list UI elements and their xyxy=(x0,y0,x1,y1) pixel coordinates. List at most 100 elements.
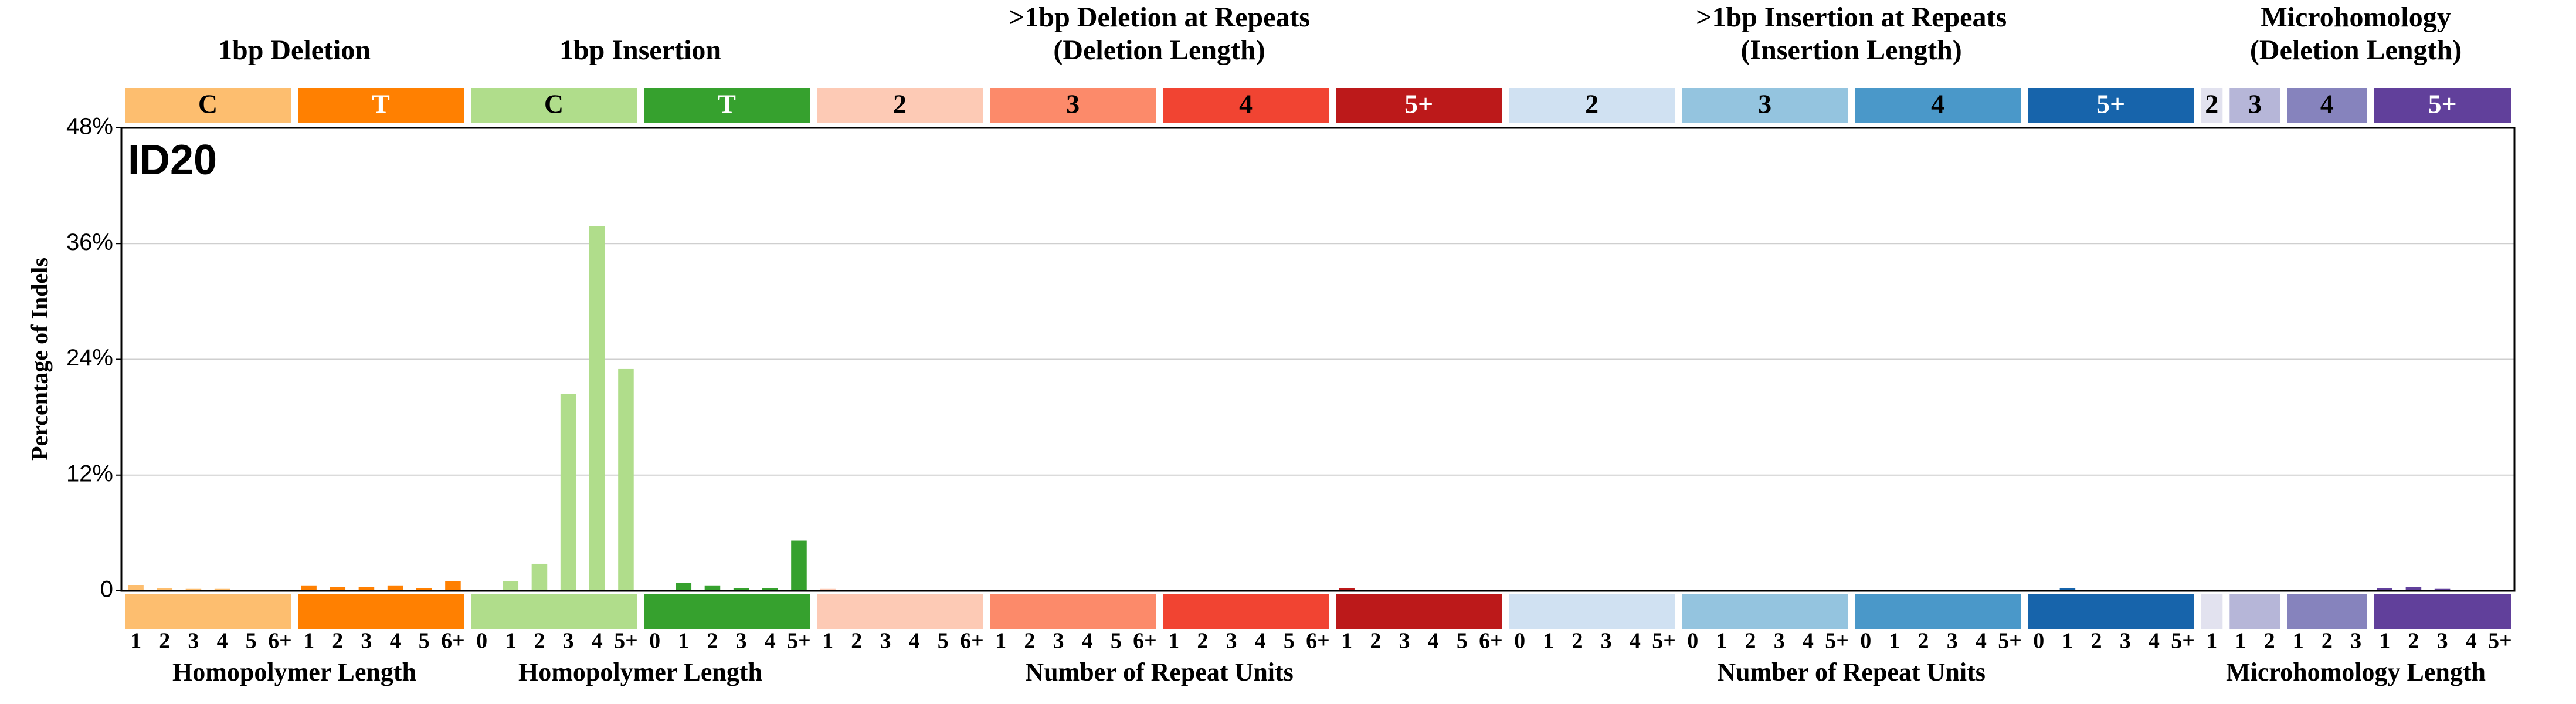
group-label: 4 xyxy=(1931,89,1944,119)
x-tick-label: 6+ xyxy=(268,629,292,654)
x-tick-label: 1 xyxy=(2206,629,2217,654)
x-tick-label: 2 xyxy=(1918,629,1929,654)
x-tick-label: 2 xyxy=(1024,629,1035,654)
x-tick-label: 5 xyxy=(938,629,949,654)
x-tick-label: 0 xyxy=(476,629,487,654)
bar xyxy=(676,583,692,591)
group-label: T xyxy=(372,89,390,119)
x-tick-label: 3 xyxy=(1399,629,1410,654)
x-tick-label: 3 xyxy=(2437,629,2448,654)
x-tick-label: 3 xyxy=(361,629,372,654)
bar xyxy=(820,588,836,591)
group-box-bottom xyxy=(125,594,291,629)
x-tick-label: 1 xyxy=(2379,629,2390,654)
x-tick-label: 2 xyxy=(1745,629,1756,654)
x-tick-label: 3 xyxy=(880,629,891,654)
group-label: 2 xyxy=(1585,89,1598,119)
x-tick-label: 6+ xyxy=(1133,629,1157,654)
bar xyxy=(791,540,807,591)
plot-frame xyxy=(120,127,2516,592)
group-label: 5+ xyxy=(1404,89,1433,119)
x-tick-label: 4 xyxy=(2466,629,2477,654)
bar xyxy=(157,588,173,591)
x-tick-label: 2 xyxy=(1370,629,1381,654)
x-tick-label: 5+ xyxy=(1998,629,2022,654)
x-tick-label: 3 xyxy=(1601,629,1612,654)
group-label: 5+ xyxy=(2428,89,2456,119)
group-label: 5+ xyxy=(2096,89,2125,119)
x-tick-label: 2 xyxy=(2091,629,2102,654)
x-tick-label: 5+ xyxy=(787,629,811,654)
group-box-bottom xyxy=(2374,594,2511,629)
group-box-bottom xyxy=(644,594,810,629)
bar xyxy=(445,581,461,591)
group-label: 4 xyxy=(1239,89,1253,119)
group-box-top xyxy=(1336,88,1502,123)
section-title: 1bp Deletion xyxy=(218,35,371,66)
bar xyxy=(503,581,519,591)
x-tick-label: 1 xyxy=(130,629,141,654)
x-tick-label: 1 xyxy=(822,629,833,654)
group-box-bottom xyxy=(1336,594,1502,629)
x-tick-label: 4 xyxy=(217,629,228,654)
x-tick-label: 0 xyxy=(1860,629,1871,654)
group-box-bottom xyxy=(1163,594,1329,629)
group-box-bottom xyxy=(1509,594,1675,629)
x-tick-label: 3 xyxy=(1053,629,1064,654)
group-box-top xyxy=(1855,88,2021,123)
group-box-bottom xyxy=(298,594,464,629)
bar xyxy=(387,585,403,591)
x-tick-label: 4 xyxy=(1803,629,1814,654)
y-tick-label: 24% xyxy=(66,345,113,371)
x-tick-label: 3 xyxy=(1947,629,1958,654)
bar xyxy=(1339,588,1355,591)
bar xyxy=(2405,587,2422,591)
bar xyxy=(733,588,749,591)
section-x-label: Homopolymer Length xyxy=(172,658,416,686)
group-box-top xyxy=(1682,88,1848,123)
group-box-top xyxy=(2229,88,2280,123)
x-tick-label: 1 xyxy=(1341,629,1352,654)
bar xyxy=(416,588,432,591)
x-tick-label: 4 xyxy=(390,629,401,654)
x-tick-label: 5+ xyxy=(614,629,638,654)
x-tick-label: 1 xyxy=(1543,629,1554,654)
group-label: 3 xyxy=(1066,89,1080,119)
group-box-top xyxy=(298,88,464,123)
bar xyxy=(560,394,576,591)
x-tick-label: 2 xyxy=(1197,629,1208,654)
bar xyxy=(531,563,548,591)
group-box-bottom xyxy=(817,594,983,629)
x-tick-label: 5 xyxy=(246,629,257,654)
group-box-top xyxy=(1509,88,1675,123)
x-tick-label: 5+ xyxy=(2488,629,2512,654)
section-title: 1bp Insertion xyxy=(559,35,721,66)
x-tick-label: 1 xyxy=(2293,629,2304,654)
bar xyxy=(704,585,721,591)
x-tick-label: 6+ xyxy=(960,629,984,654)
group-box-bottom xyxy=(2287,594,2367,629)
x-tick-label: 4 xyxy=(765,629,776,654)
group-label: T xyxy=(718,89,736,119)
x-tick-label: 1 xyxy=(995,629,1006,654)
group-box-bottom xyxy=(2028,594,2194,629)
x-tick-label: 5 xyxy=(419,629,430,654)
group-box-top xyxy=(2374,88,2511,123)
x-tick-label: 4 xyxy=(1082,629,1093,654)
x-tick-label: 4 xyxy=(909,629,920,654)
x-tick-label: 3 xyxy=(2120,629,2131,654)
x-tick-label: 4 xyxy=(1976,629,1987,654)
x-tick-label: 3 xyxy=(188,629,199,654)
group-box-top xyxy=(2287,88,2367,123)
bar xyxy=(358,587,375,591)
section-title: (Deletion Length) xyxy=(2250,35,2462,66)
section-title: Microhomology xyxy=(2261,2,2451,33)
x-tick-label: 1 xyxy=(505,629,516,654)
x-tick-label: 2 xyxy=(332,629,343,654)
x-tick-label: 5 xyxy=(1457,629,1468,654)
x-tick-label: 5+ xyxy=(2171,629,2195,654)
x-tick-label: 6+ xyxy=(1306,629,1330,654)
group-box-bottom xyxy=(2229,594,2280,629)
x-tick-label: 0 xyxy=(1687,629,1698,654)
